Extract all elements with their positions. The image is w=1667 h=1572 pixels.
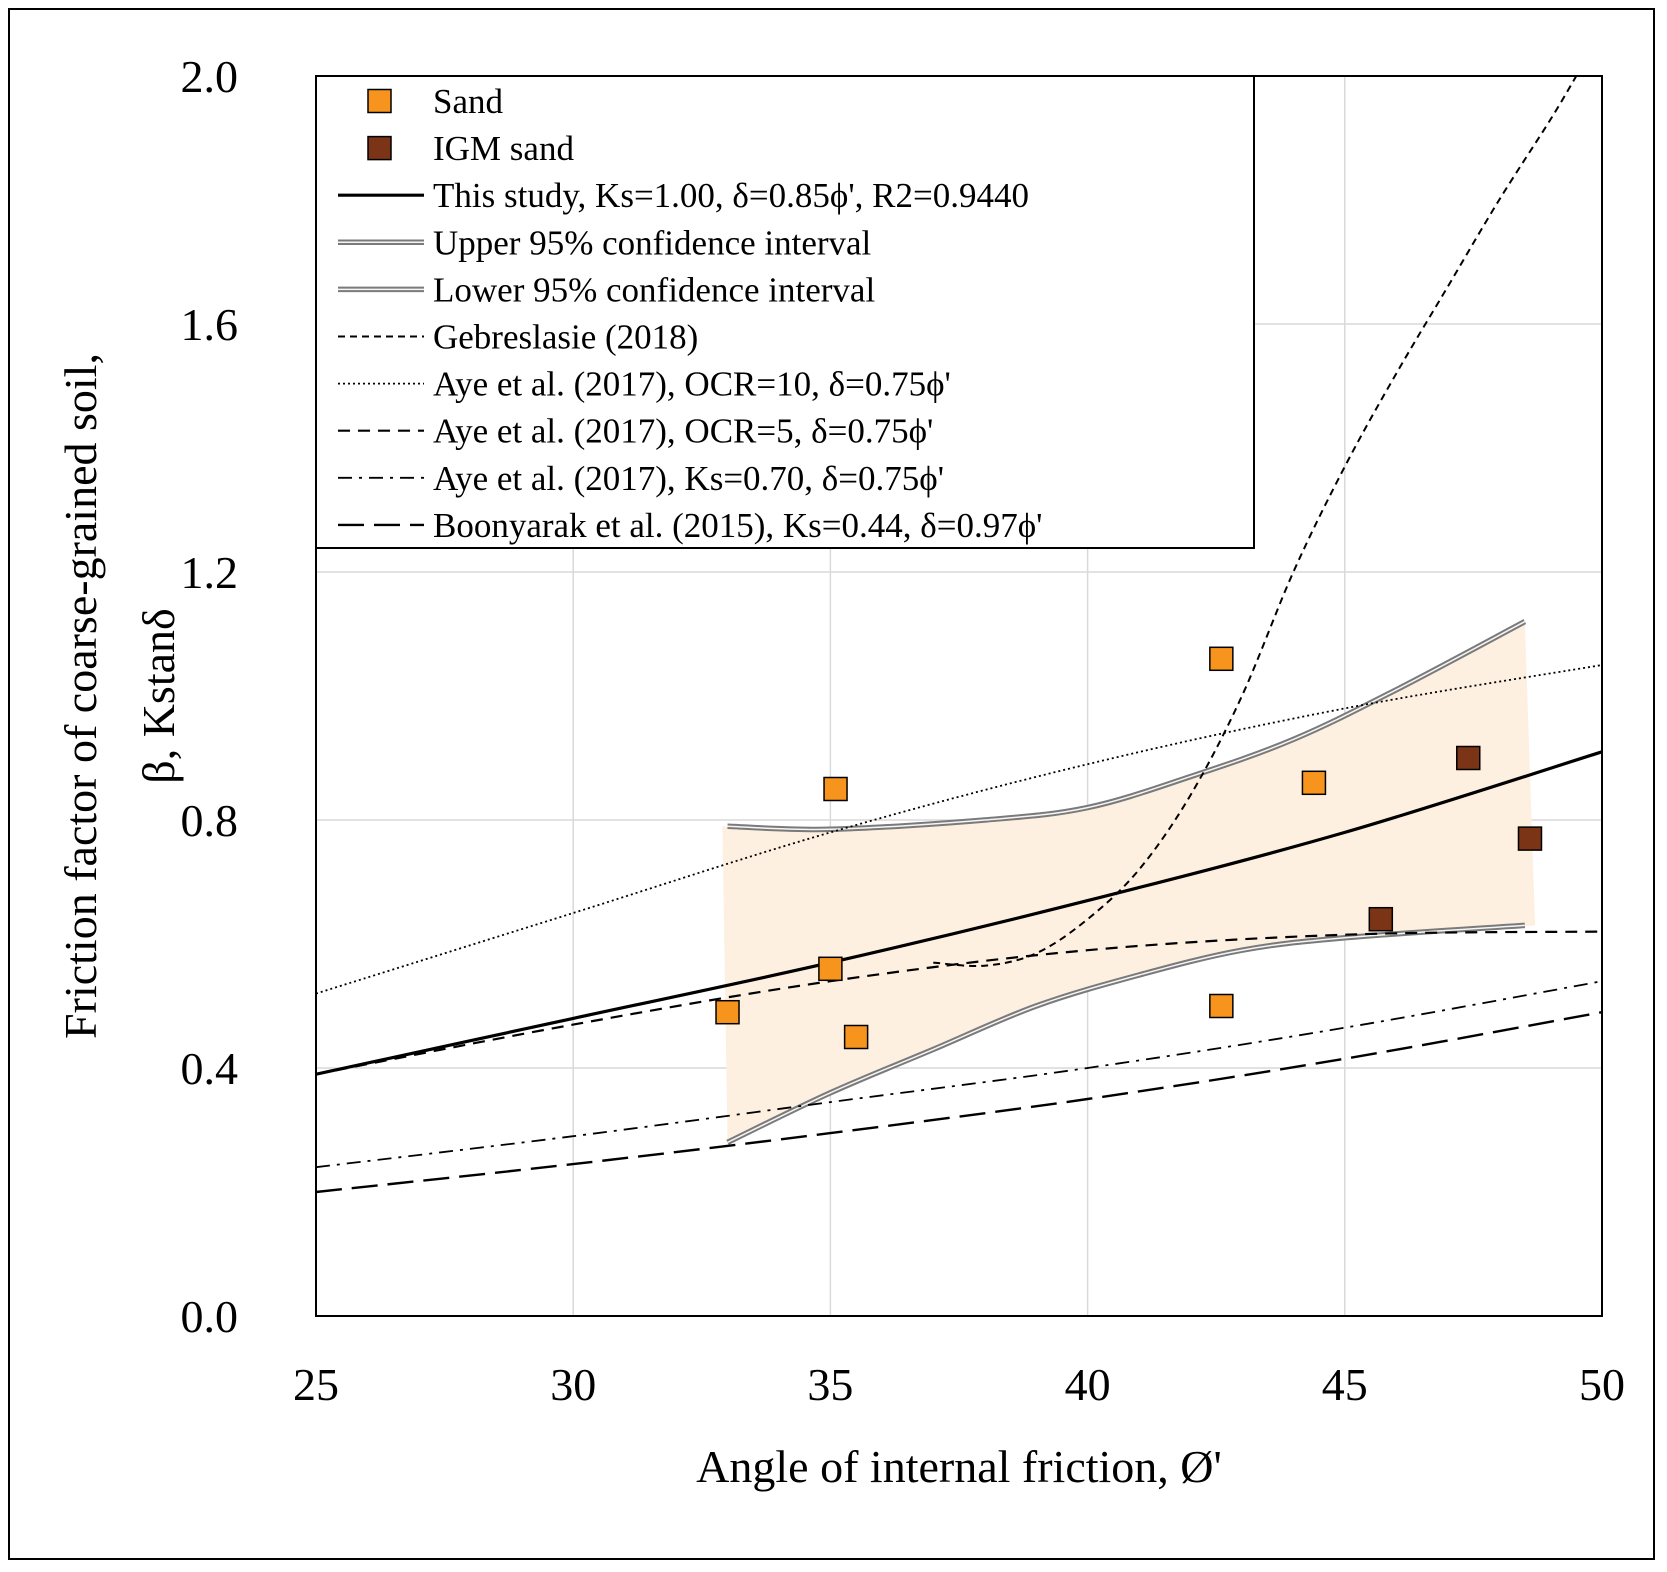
y-tick-label: 0.4 bbox=[181, 1043, 239, 1094]
y-tick-label: 0.0 bbox=[181, 1291, 239, 1342]
marker-sand bbox=[818, 956, 843, 982]
marker-sand bbox=[823, 776, 848, 802]
y-tick-label: 1.6 bbox=[181, 299, 239, 350]
y-axis-title-line1: Friction factor of coarse-grained soil, bbox=[55, 353, 106, 1039]
x-tick-label: 45 bbox=[1322, 1359, 1368, 1410]
legend-label: Upper 95% confidence interval bbox=[433, 223, 872, 262]
legend-box bbox=[315, 75, 1255, 549]
marker-sand bbox=[843, 1024, 869, 1050]
series-line-5 bbox=[316, 930, 1602, 1076]
tick-labels: 25 30 35 40 45 50 0.0 0.4 0.8 1.2 1.6 2.0 bbox=[181, 51, 1626, 1410]
legend-label: Sand bbox=[433, 82, 504, 121]
legend-label: Aye et al. (2017), Ks=0.70, δ=0.75ϕ' bbox=[433, 459, 944, 498]
marker-sand bbox=[715, 999, 740, 1025]
legend-label: Gebreslasie (2018) bbox=[433, 318, 698, 357]
y-tick-label: 1.2 bbox=[181, 547, 239, 598]
x-tick-label: 50 bbox=[1579, 1359, 1625, 1410]
series-line-2-inner bbox=[727, 924, 1525, 1144]
series-line-7 bbox=[316, 1011, 1602, 1194]
x-axis-title: Angle of internal friction, Ø' bbox=[696, 1441, 1222, 1492]
x-tick-label: 25 bbox=[293, 1359, 339, 1410]
legend-label: Aye et al. (2017), OCR=5, δ=0.75ϕ' bbox=[433, 412, 933, 451]
x-tick-label: 35 bbox=[807, 1359, 853, 1410]
legend-label: Boonyarak et al. (2015), Ks=0.44, δ=0.97… bbox=[433, 506, 1043, 545]
marker-sand bbox=[1209, 993, 1234, 1019]
x-tick-label: 30 bbox=[550, 1359, 596, 1410]
y-tick-label: 0.8 bbox=[181, 795, 239, 846]
legend-label: Aye et al. (2017), OCR=10, δ=0.75ϕ' bbox=[433, 365, 951, 404]
legend-marker bbox=[367, 88, 392, 114]
series-line-3 bbox=[933, 76, 1578, 968]
legend-label: IGM sand bbox=[433, 129, 574, 168]
data-points bbox=[715, 646, 1543, 1050]
series-lines bbox=[316, 76, 1602, 1194]
y-axis-title-line2: β, Kstanδ bbox=[133, 608, 184, 783]
marker-igm-sand bbox=[1517, 826, 1543, 851]
marker-sand bbox=[1301, 770, 1327, 796]
series-line-0 bbox=[316, 750, 1602, 1076]
series-line-6 bbox=[316, 980, 1602, 1169]
figure-frame bbox=[8, 8, 1655, 1560]
legend-label: This study, Ks=1.00, δ=0.85ϕ', R2=0.9440 bbox=[433, 176, 1029, 215]
legend: Sand IGM sand This study, Ks=1.00, δ=0.85ϕ… bbox=[315, 75, 1255, 549]
marker-igm-sand bbox=[1456, 745, 1481, 771]
legend-marker bbox=[367, 135, 392, 161]
marker-sand bbox=[1209, 646, 1234, 672]
x-tick-label: 40 bbox=[1065, 1359, 1111, 1410]
marker-igm-sand bbox=[1368, 906, 1394, 932]
series-line-1-inner bbox=[727, 620, 1526, 831]
legend-label: Lower 95% confidence interval bbox=[433, 270, 875, 309]
y-tick-label: 2.0 bbox=[181, 51, 239, 102]
